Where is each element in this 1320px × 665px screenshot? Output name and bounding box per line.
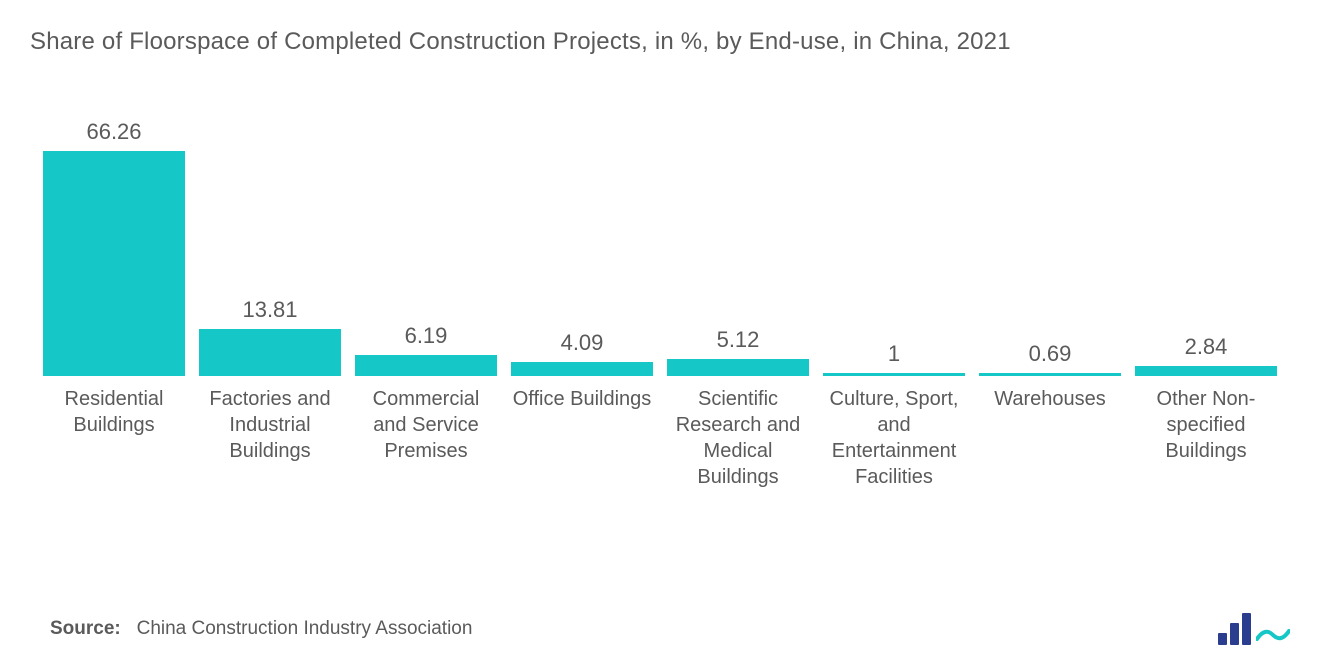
bar xyxy=(199,329,341,376)
bar-label: Warehouses xyxy=(994,386,1106,516)
bar-value: 5.12 xyxy=(717,327,760,353)
bar-chart: 66.26 Residential Buildings 13.81 Factor… xyxy=(30,136,1290,516)
bar-value: 0.69 xyxy=(1029,341,1072,367)
bar xyxy=(667,359,809,376)
bar-value: 6.19 xyxy=(405,323,448,349)
bar-value: 2.84 xyxy=(1185,334,1228,360)
bar-group: 0.69 Warehouses xyxy=(976,341,1124,516)
bar-value: 1 xyxy=(888,341,900,367)
bar-label: Commercial and Service Premises xyxy=(356,386,496,516)
bar-group: 66.26 Residential Buildings xyxy=(40,119,188,516)
footer: Source: China Construction Industry Asso… xyxy=(50,613,1290,645)
bar-label: Scientific Research and Medical Building… xyxy=(668,386,808,516)
logo-bar-icon xyxy=(1230,623,1239,645)
bar xyxy=(1135,366,1277,376)
bar xyxy=(355,355,497,376)
bar-group: 4.09 Office Buildings xyxy=(508,330,656,516)
bar-label: Factories and Industrial Buildings xyxy=(200,386,340,516)
source-text: China Construction Industry Association xyxy=(137,618,473,639)
source-label: Source: xyxy=(50,618,121,639)
bar-group: 5.12 Scientific Research and Medical Bui… xyxy=(664,327,812,516)
bar-group: 2.84 Other Non-specified Buildings xyxy=(1132,334,1280,516)
logo-bar-icon xyxy=(1218,633,1227,645)
source-line: Source: China Construction Industry Asso… xyxy=(50,618,472,640)
bar xyxy=(511,362,653,376)
bar-label: Office Buildings xyxy=(513,386,652,516)
logo-bar-icon xyxy=(1242,613,1251,645)
bar xyxy=(43,151,185,376)
bar-group: 1 Culture, Sport, and Entertainment Faci… xyxy=(820,341,968,516)
bar-group: 6.19 Commercial and Service Premises xyxy=(352,323,500,516)
brand-logo xyxy=(1218,613,1290,645)
bar-value: 13.81 xyxy=(242,297,297,323)
bar-value: 4.09 xyxy=(561,330,604,356)
chart-title: Share of Floorspace of Completed Constru… xyxy=(30,28,1290,56)
bar-label: Residential Buildings xyxy=(44,386,184,516)
bar-group: 13.81 Factories and Industrial Buildings xyxy=(196,297,344,516)
bar-label: Culture, Sport, and Entertainment Facili… xyxy=(824,386,964,516)
bar-value: 66.26 xyxy=(86,119,141,145)
logo-wave-icon xyxy=(1256,625,1290,645)
bar-label: Other Non-specified Buildings xyxy=(1136,386,1276,516)
bar xyxy=(823,373,965,376)
bar xyxy=(979,373,1121,376)
